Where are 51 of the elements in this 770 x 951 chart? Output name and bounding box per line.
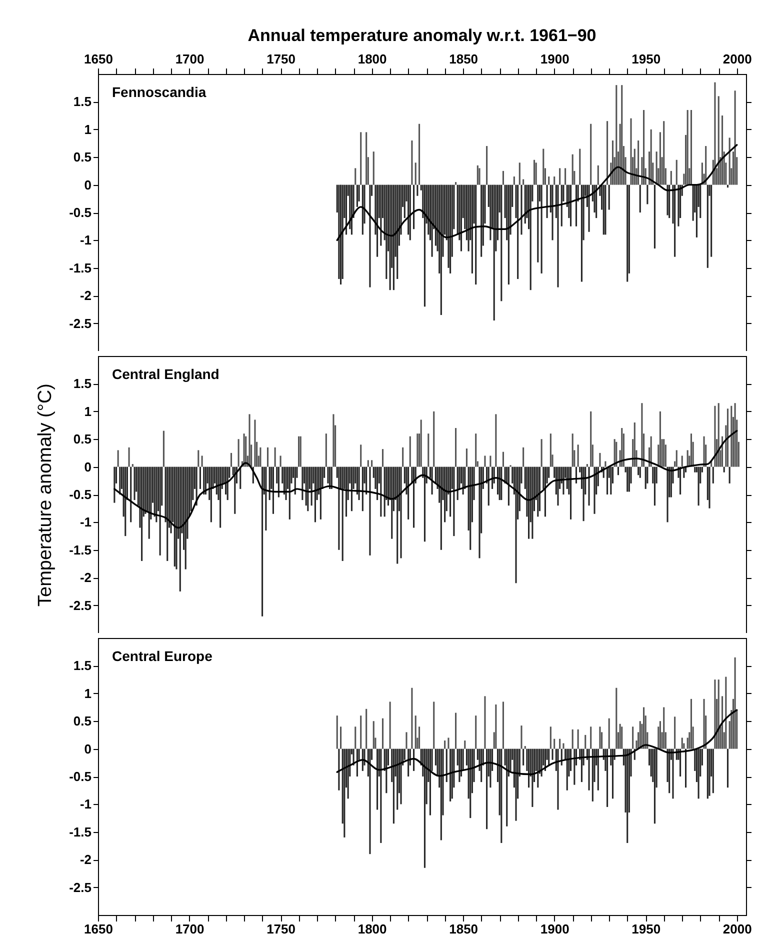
x2-tick-label: 2000 (722, 52, 752, 66)
y-axis-title: Temperature anomaly (°C) (35, 383, 56, 607)
x-tick-label: 1800 (358, 922, 387, 936)
y-tick-label: 1.5 (73, 658, 92, 674)
y-tick-label: 0.5 (73, 714, 92, 729)
x2-tick-label: 1950 (632, 52, 661, 66)
y-tick-label: 0 (84, 741, 92, 756)
y-tick-label: -0.5 (69, 487, 92, 502)
y-tick-label: -0.5 (69, 769, 92, 784)
x-tick-label: 1650 (84, 922, 113, 936)
y-tick-label: -1.5 (69, 542, 92, 558)
annotation: Fennoscandia (112, 84, 206, 100)
y-tick-label: 0 (84, 459, 92, 474)
x-tick-label: 1750 (266, 922, 296, 936)
y-tick-label: 1 (84, 686, 92, 701)
y-tick-label: 1 (84, 404, 92, 419)
x2-tick-label: 1800 (358, 52, 387, 66)
x2-tick-label: 1850 (449, 52, 478, 66)
y-tick-label: 0 (84, 177, 92, 192)
line-series (114, 430, 738, 529)
y-tick-label: -2.5 (69, 598, 92, 613)
x2-tick-label: 1750 (266, 52, 296, 66)
y-tick-label: -2 (80, 288, 92, 304)
chart-title: Annual temperature anomaly w.r.t. 1961−90 (248, 26, 596, 45)
y-tick-label: 1.5 (73, 376, 92, 392)
y-tick-label: 0.5 (73, 150, 92, 165)
y-tick-label: -1 (80, 796, 92, 812)
x-tick-label: 1950 (632, 922, 661, 936)
annotation: Central Europe (112, 648, 213, 664)
y-tick-label: 1.5 (73, 94, 92, 110)
y-tick-label: -2 (80, 852, 92, 868)
x2-tick-label: 1700 (175, 52, 204, 66)
y-tick-label: 1 (84, 122, 92, 137)
annotation: Central England (112, 366, 220, 382)
y-tick-label: -2 (80, 570, 92, 586)
x-tick-label: 1850 (449, 922, 478, 936)
line-series (336, 709, 738, 777)
y-tick-label: -2.5 (69, 316, 92, 331)
y-tick-label: -1.5 (69, 260, 92, 276)
y-tick-label: -1.5 (69, 824, 92, 840)
x-tick-label: 1700 (175, 922, 204, 936)
y-tick-label: -1 (80, 514, 92, 530)
x-tick-label: 1900 (540, 922, 570, 936)
line-series (336, 144, 738, 242)
y-tick-label: -2.5 (69, 880, 92, 895)
x2-tick-label: 1900 (540, 52, 570, 66)
x-tick-label: 2000 (722, 922, 752, 936)
y-tick-label: -1 (80, 232, 92, 248)
x2-tick-label: 1650 (84, 52, 113, 66)
y-tick-label: 0.5 (73, 432, 92, 447)
y-tick-label: -0.5 (69, 205, 92, 220)
